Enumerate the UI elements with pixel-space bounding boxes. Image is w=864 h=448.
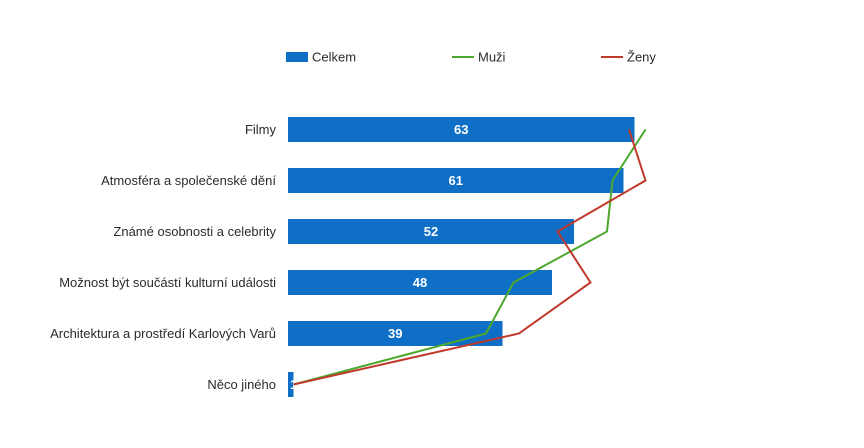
category-label: Známé osobnosti a celebrity	[113, 224, 276, 239]
category-label: Atmosféra a společenské dění	[101, 173, 276, 188]
series-line-muži	[293, 128, 647, 386]
bar	[288, 372, 294, 397]
bar-value-label: 61	[449, 173, 463, 188]
category-labels: Filmy Atmosféra a společenské dění Známé o…	[50, 122, 276, 392]
bar-value-label: 63	[454, 122, 468, 137]
lines	[293, 128, 647, 386]
series-line-ženy	[293, 129, 647, 386]
bar-value-label: 52	[424, 224, 438, 239]
category-label: Architektura a prostředí Karlových Varů	[50, 326, 276, 341]
bar	[288, 219, 574, 244]
category-label: Něco jiného	[207, 377, 276, 392]
bar-value-label: 39	[388, 326, 402, 341]
bar	[288, 168, 624, 193]
legend-swatch	[286, 52, 308, 62]
legend: Celkem Muži Ženy	[286, 50, 656, 65]
legend-label: Celkem	[312, 50, 356, 65]
bar	[288, 117, 635, 142]
legend-label: Ženy	[627, 50, 656, 65]
legend-label: Muži	[478, 50, 506, 65]
category-label: Filmy	[245, 122, 277, 137]
bar-value-label: 48	[413, 275, 427, 290]
bars	[288, 117, 635, 397]
bar	[288, 321, 503, 346]
category-label: Možnost být součástí kulturní události	[59, 275, 276, 290]
